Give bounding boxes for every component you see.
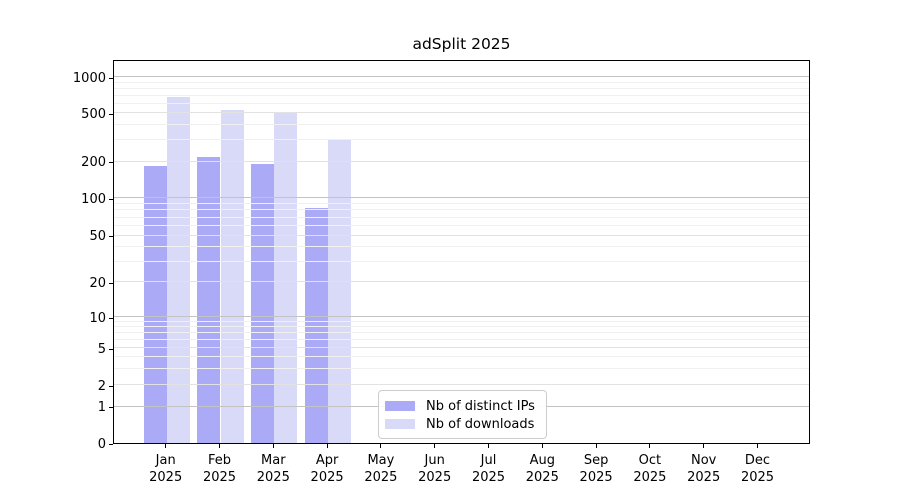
x-tick-label: Sep 2025 — [579, 453, 613, 485]
x-tick-label: Dec 2025 — [740, 453, 775, 485]
x-tick-mark — [488, 444, 489, 448]
y-tick-label: 10 — [89, 310, 106, 326]
gridline-minor — [114, 246, 809, 247]
bar-jan-downloads — [166, 96, 190, 443]
x-tick-label: Jun 2025 — [418, 453, 452, 485]
gridline-major — [114, 316, 809, 318]
x-tick-mark — [219, 444, 220, 448]
gridline-minor — [114, 139, 809, 141]
gridline-minor — [114, 356, 809, 358]
legend: Nb of distinct IPs Nb of downloads — [378, 390, 547, 439]
y-tick-mark — [109, 162, 113, 164]
y-tick-label: 100 — [81, 191, 106, 207]
gridline-minor — [114, 102, 809, 104]
x-tick-mark — [380, 444, 382, 448]
bar-feb-downloads — [220, 110, 244, 443]
gridline-mid — [114, 384, 809, 385]
bar-apr-downloads — [328, 140, 352, 443]
bar-feb-distinct-ips — [197, 156, 221, 443]
y-tick-mark — [109, 236, 113, 238]
x-tick-label: Feb 2025 — [202, 453, 237, 485]
y-tick-mark — [109, 282, 113, 284]
y-tick-label: 200 — [81, 155, 106, 171]
gridline-minor — [114, 321, 809, 322]
x-tick-label: Oct 2025 — [633, 453, 667, 485]
y-tick-mark — [109, 385, 113, 387]
gridline-minor — [114, 332, 809, 334]
y-tick-mark — [109, 113, 113, 115]
x-tick-label: Apr 2025 — [310, 453, 344, 485]
y-tick-mark — [109, 198, 113, 200]
x-tick-label: Jan 2025 — [149, 453, 183, 485]
x-tick-label: Aug 2025 — [525, 453, 559, 485]
legend-label: Nb of distinct IPs — [426, 398, 535, 414]
y-tick-mark — [109, 77, 113, 79]
legend-label: Nb of downloads — [426, 416, 535, 432]
bar-jan-distinct-ips — [143, 165, 167, 443]
bar-mar-downloads — [274, 111, 298, 443]
gridline-mid — [114, 347, 809, 349]
x-tick-mark — [541, 444, 543, 448]
gridline-minor — [114, 260, 809, 262]
gridline-mid — [114, 234, 809, 236]
plot-area — [113, 60, 810, 444]
y-tick-label: 1000 — [72, 70, 106, 86]
y-tick-label: 1 — [97, 400, 106, 416]
gridline-minor — [114, 216, 809, 218]
gridline-mid — [114, 160, 809, 162]
x-tick-mark — [595, 444, 597, 448]
chart-title: adSplit 2025 — [412, 35, 511, 53]
legend-swatch — [385, 419, 415, 429]
gridline-major — [114, 76, 809, 78]
gridline-mid — [114, 112, 809, 114]
x-tick-label: Nov 2025 — [687, 453, 721, 485]
x-tick-mark — [165, 444, 167, 448]
x-tick-mark — [649, 444, 651, 448]
bar-mar-distinct-ips — [251, 164, 275, 443]
y-tick-label: 2 — [97, 378, 106, 394]
x-tick-mark — [434, 444, 436, 448]
y-tick-mark — [109, 407, 113, 409]
gridline-minor — [114, 367, 809, 369]
legend-row: Nb of distinct IPs — [385, 398, 537, 415]
gridline-minor — [114, 203, 809, 204]
x-tick-mark — [272, 444, 274, 448]
x-tick-label: Mar 2025 — [256, 453, 290, 485]
x-tick-mark — [326, 444, 328, 448]
gridline-minor — [114, 326, 809, 328]
legend-row: Nb of downloads — [385, 416, 537, 433]
gridline-minor — [114, 124, 809, 126]
x-tick-label: Jul 2025 — [471, 453, 506, 485]
x-tick-label: May 2025 — [364, 453, 398, 485]
y-tick-label: 20 — [89, 275, 106, 291]
x-tick-mark — [703, 444, 705, 448]
y-tick-mark — [109, 317, 113, 319]
gridline-minor — [114, 81, 809, 83]
gridline-minor — [114, 339, 809, 341]
x-tick-mark — [757, 444, 758, 448]
y-tick-label: 50 — [89, 229, 106, 245]
gridline-minor — [114, 224, 809, 226]
y-tick-label: 5 — [97, 341, 106, 357]
gridline-minor — [114, 94, 809, 96]
gridline-major — [114, 197, 809, 199]
y-tick-label: 0 — [97, 436, 106, 452]
gridline-mid — [114, 281, 809, 282]
gridline-minor — [114, 209, 809, 211]
y-tick-mark — [109, 348, 113, 350]
y-tick-label: 500 — [81, 106, 106, 122]
legend-swatch — [385, 401, 415, 411]
y-tick-mark — [109, 443, 113, 445]
gridline-minor — [114, 87, 809, 89]
